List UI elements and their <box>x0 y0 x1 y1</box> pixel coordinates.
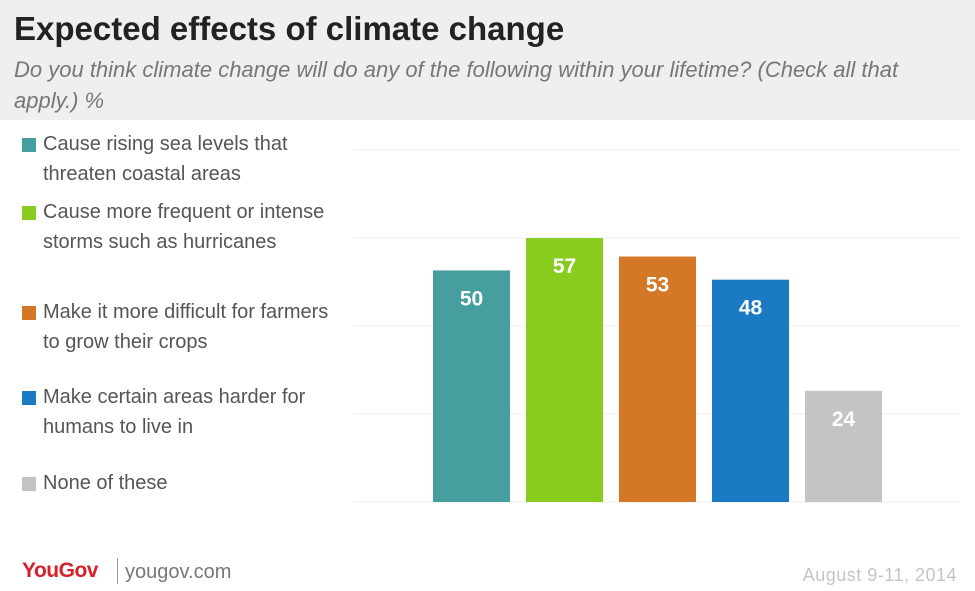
bar <box>433 270 510 502</box>
legend-label: None of these <box>43 472 168 494</box>
bar-value-label: 50 <box>460 287 483 310</box>
legend-label: Make it more difficult for farmers to gr… <box>43 301 329 353</box>
yougov-logo: YouGov <box>22 559 98 582</box>
footer-date: August 9-11, 2014 <box>802 565 957 585</box>
legend-item: None of these <box>22 469 343 499</box>
legend-label: Cause more frequent or intense storms su… <box>43 201 325 253</box>
legend-label: Cause rising sea levels that threaten co… <box>43 133 288 185</box>
legend-item: Cause more frequent or intense storms su… <box>22 198 343 257</box>
bar <box>805 390 882 502</box>
bar <box>526 238 603 502</box>
bar-value-label: 48 <box>739 297 763 320</box>
legend-swatch <box>22 477 36 491</box>
legend-swatch <box>22 391 36 405</box>
legend-swatch <box>22 206 36 220</box>
bar-value-label: 57 <box>553 255 576 278</box>
bar-value-label: 24 <box>832 408 856 431</box>
legend-item: Make it more difficult for farmers to gr… <box>22 298 343 357</box>
legend-swatch <box>22 306 36 320</box>
header-band: Expected effects of climate change Do yo… <box>0 0 975 120</box>
legend-label: Make certain areas harder for humans to … <box>43 386 306 438</box>
bar-value-label: 53 <box>646 274 669 297</box>
bar <box>712 279 789 502</box>
bar <box>619 256 696 502</box>
chart-subtitle: Do you think climate change will do any … <box>14 57 899 113</box>
legend-item: Make certain areas harder for humans to … <box>22 383 343 442</box>
chart-title: Expected effects of climate change <box>14 10 565 47</box>
footer-divider <box>117 558 118 584</box>
legend-item: Cause rising sea levels that threaten co… <box>22 130 343 189</box>
legend-swatch <box>22 138 36 152</box>
footer-url[interactable]: yougov.com <box>125 561 232 583</box>
